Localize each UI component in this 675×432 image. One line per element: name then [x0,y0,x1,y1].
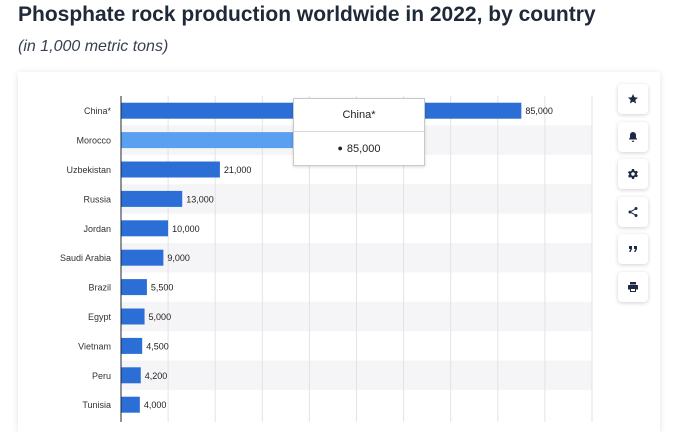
value-label: 21,000 [224,165,252,175]
favorite-button[interactable] [618,84,648,114]
gear-icon [627,168,639,180]
citation-button[interactable] [618,234,648,264]
tooltip-bullet-icon: ● [337,143,343,153]
share-icon [627,206,639,218]
bar [121,220,169,237]
notification-button[interactable] [618,121,648,152]
print-icon [627,281,639,293]
category-label: China* [84,106,112,116]
tooltip-header: China* [294,99,424,132]
category-label: Jordan [83,224,111,234]
tooltip-value: 85,000 [346,143,381,155]
tooltip-body: ● 85,000 [294,132,424,165]
bar [121,132,310,149]
value-label: 4,000 [144,400,167,410]
category-label: Peru [92,371,111,381]
bar [121,279,147,296]
chart-card: China*85,000Morocco40,000Uzbekistan21,00… [18,72,660,432]
chart-title: Phosphate rock production worldwide in 2… [18,3,596,26]
share-button[interactable] [618,196,648,227]
value-label: 85,000 [525,106,553,116]
category-label: Saudi Arabia [60,253,111,263]
value-label: 4,200 [145,371,168,381]
value-label: 10,000 [172,224,200,234]
bell-icon [627,131,639,143]
chart-subtitle: (in 1,000 metric tons) [18,38,169,55]
bar [121,161,220,178]
category-label: Morocco [76,136,111,146]
bar [121,190,183,207]
value-label: 9,000 [167,253,190,263]
category-label: Egypt [88,312,112,322]
bar [121,396,140,413]
bar [121,308,145,325]
bar [121,337,143,354]
category-label: Brazil [88,283,111,293]
bar [121,249,164,266]
category-label: Uzbekistan [66,165,111,175]
value-label: 5,000 [149,312,172,322]
category-label: Russia [83,194,111,204]
value-label: 13,000 [186,194,214,204]
value-label: 4,500 [146,341,169,351]
chart-toolbar [618,84,650,309]
star-icon [627,93,639,105]
tooltip: China* ● 85,000 [293,98,425,166]
settings-button[interactable] [618,159,648,189]
value-label: 5,500 [151,283,174,293]
bar [121,367,141,384]
print-button[interactable] [618,271,648,302]
quote-icon [627,243,639,255]
category-label: Tunisia [82,400,111,410]
bar-chart: China*85,000Morocco40,000Uzbekistan21,00… [60,96,593,422]
category-label: Vietnam [78,341,111,351]
